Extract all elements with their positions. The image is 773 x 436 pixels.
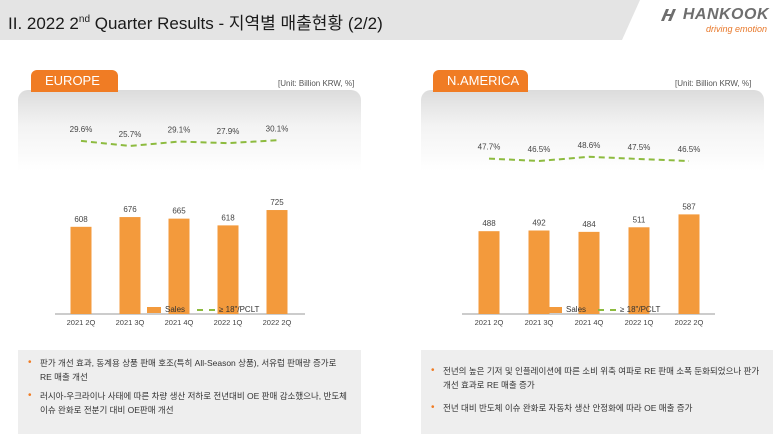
europe-unit-label: [Unit: Billion KRW, %]	[278, 79, 355, 88]
europe-bar-value-label: 665	[172, 207, 186, 216]
namerica-x-tick-label: 2022 1Q	[625, 318, 654, 327]
namerica-line-value-label: 47.7%	[478, 143, 501, 152]
europe-bar	[119, 217, 141, 314]
namerica-bar-value-label: 511	[633, 215, 646, 224]
namerica-line-value-label: 46.5%	[678, 145, 701, 154]
page-title-rest: Quarter Results - 지역별 매출현황 (2/2)	[90, 14, 383, 33]
namerica-unit-label: [Unit: Billion KRW, %]	[675, 79, 752, 88]
legend-sales-label: Sales	[165, 305, 186, 314]
legend-ratio-label: ≥ 18"/PCLT	[620, 305, 661, 314]
europe-bar-value-label: 618	[221, 213, 235, 222]
namerica-bar-value-label: 488	[482, 219, 496, 228]
europe-line-value-label: 25.7%	[119, 130, 142, 139]
namerica-tab: N.AMERICA	[433, 70, 528, 92]
title-banner-shape	[0, 0, 640, 40]
namerica-line-value-label: 48.6%	[578, 141, 601, 150]
namerica-x-tick-label: 2022 2Q	[675, 318, 704, 327]
namerica-note-2: 전년 대비 반도체 이슈 완화로 자동차 생산 안정화에 따라 OE 매출 증가	[431, 401, 763, 415]
europe-bar	[217, 225, 239, 314]
legend-sales-swatch	[147, 306, 161, 313]
namerica-bar	[528, 230, 550, 314]
namerica-bar-value-label: 484	[582, 220, 596, 229]
namerica-x-tick-label: 2021 2Q	[475, 318, 504, 327]
namerica-x-tick-label: 2021 4Q	[575, 318, 604, 327]
europe-chart: 608 2021 2Q 29.6% 676 2021 3Q 25.7% 665 2021 4Q…	[55, 124, 305, 327]
namerica-line-value-label: 46.5%	[528, 145, 551, 154]
logo-tagline: driving emotion	[705, 24, 767, 34]
namerica-line-value-label: 47.5%	[628, 143, 651, 152]
page-title-suffix: nd	[78, 14, 91, 25]
legend-ratio-swatch	[197, 308, 216, 311]
title-bar: II. 2022 2nd Quarter Results - 지역별 매출현황 …	[0, 0, 640, 40]
europe-bar-value-label: 725	[270, 198, 284, 207]
europe-line-value-label: 27.9%	[217, 127, 240, 136]
europe-x-tick-label: 2022 2Q	[263, 318, 292, 327]
europe-bar	[168, 218, 190, 314]
europe-x-tick-label: 2021 4Q	[165, 318, 194, 327]
namerica-bar	[578, 231, 600, 314]
namerica-bar-value-label: 587	[682, 202, 696, 211]
legend-ratio-label: ≥ 18"/PCLT	[219, 305, 260, 314]
europe-tab: EUROPE	[31, 70, 118, 92]
namerica-note-1: 전년의 높은 기저 및 인플레이션에 따른 소비 위축 여파로 RE 판매 소폭…	[431, 364, 763, 392]
europe-ratio-line	[80, 139, 278, 147]
europe-note-1: 판가 개선 효과, 동계용 상품 판매 호조(특히 All-Season 상품)…	[28, 356, 349, 384]
namerica-chart: 488 2021 2Q 47.7% 492 2021 3Q 46.5% 484 2021 4Q…	[462, 141, 715, 327]
page-title: II. 2022 2nd Quarter Results - 지역별 매출현황 …	[8, 9, 383, 34]
namerica-bar	[628, 227, 650, 314]
logo-wordmark: HANKOOK	[682, 6, 769, 23]
namerica-legend: Sales ≥ 18"/PCLT	[548, 305, 660, 314]
europe-bar	[266, 210, 288, 314]
namerica-ratio-line	[488, 155, 690, 163]
legend-ratio-swatch	[598, 308, 617, 311]
europe-line-value-label: 30.1%	[266, 124, 289, 133]
namerica-notes: 전년의 높은 기저 및 인플레이션에 따른 소비 위축 여파로 RE 판매 소폭…	[421, 350, 773, 434]
page-title-main: II. 2022 2	[8, 14, 79, 33]
legend-sales-label: Sales	[566, 305, 587, 314]
hankook-logo: HANKOOK driving emotion	[657, 6, 769, 40]
europe-x-tick-label: 2021 2Q	[67, 318, 96, 327]
namerica-bar-value-label: 492	[532, 219, 546, 228]
namerica-x-tick-label: 2021 3Q	[525, 318, 554, 327]
europe-line-value-label: 29.1%	[168, 126, 191, 135]
europe-notes: 판가 개선 효과, 동계용 상품 판매 호조(특히 All-Season 상품)…	[18, 350, 361, 434]
namerica-bar	[678, 214, 700, 314]
europe-x-tick-label: 2022 1Q	[214, 318, 243, 327]
legend-sales-swatch	[548, 306, 562, 313]
europe-legend: Sales ≥ 18"/PCLT	[147, 305, 259, 314]
europe-bar	[70, 226, 92, 314]
namerica-bar	[478, 231, 500, 314]
europe-line-value-label: 29.6%	[70, 125, 93, 134]
hankook-logo-icon	[661, 9, 676, 21]
europe-bar-value-label: 676	[123, 205, 137, 214]
europe-note-2: 러시아-우크라이나 사태에 따른 차량 생산 저하로 전년대비 OE 판매 감소…	[28, 389, 349, 417]
europe-bar-value-label: 608	[74, 215, 88, 224]
europe-x-tick-label: 2021 3Q	[116, 318, 145, 327]
